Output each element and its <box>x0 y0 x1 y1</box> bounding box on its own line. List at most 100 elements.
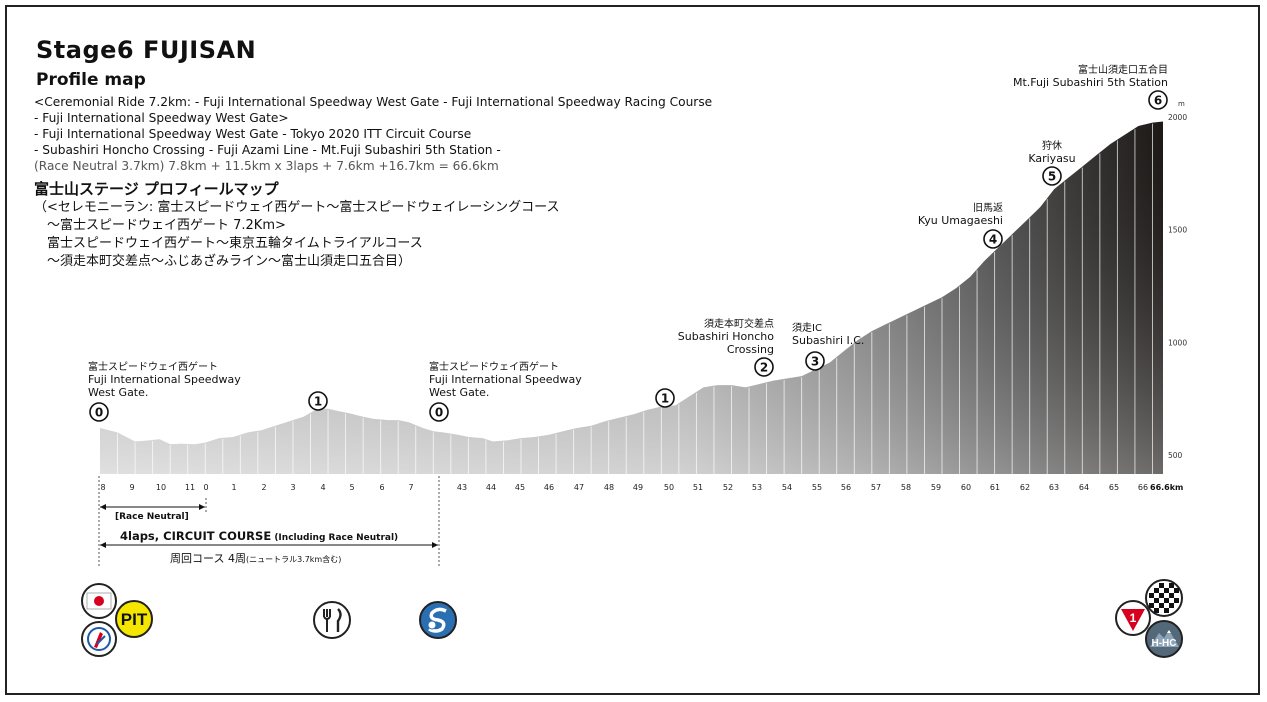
x-tick-label: 54 <box>782 483 792 492</box>
waypoint-0-number: 0 <box>95 406 103 420</box>
waypoint-6-marker <box>1148 90 1168 110</box>
waypoint-5-marker <box>1042 166 1062 186</box>
x-tick-label: 57 <box>871 483 881 492</box>
waypoint-4-marker <box>983 229 1003 249</box>
feed-zone-icon <box>313 601 351 639</box>
y-tick-label: 1000 <box>1168 338 1187 347</box>
waypoint-1-marker <box>308 391 328 411</box>
waypoint-4-label-jp: 旧馬返 <box>973 202 1003 214</box>
waypoint-1-number: 1 <box>314 395 322 409</box>
x-tick-label: 51 <box>693 483 703 492</box>
circuit-arrow-head <box>100 542 106 548</box>
waypoint-3-label-en: Subashiri I.C. <box>792 334 864 347</box>
route-line-en: <Ceremonial Ride 7.2km: - Fuji Internati… <box>34 95 713 109</box>
waypoint-1b-number: 1 <box>661 392 669 406</box>
waypoint-0-label-en: West Gate. <box>88 386 148 399</box>
waypoint-6-label-jp: 富士山須走口五合目 <box>1078 63 1168 76</box>
x-tick-label: 5 <box>349 483 354 492</box>
route-line-jp: 〜須走本町交差点〜ふじあざみライン〜富士山須走口五合目） <box>34 254 412 269</box>
x-tick-label: 10 <box>156 483 166 492</box>
route-description-en: <Ceremonial Ride 7.2km: - Fuji Internati… <box>34 94 712 174</box>
pit-icon: PIT <box>115 600 153 638</box>
category-climb-icon: 1 <box>1115 600 1151 636</box>
time-trial-start-icon <box>419 601 457 639</box>
circuit-label-note: (Including Race Neutral) <box>271 533 398 543</box>
x-tick-label: 60 <box>961 483 971 492</box>
route-heading-jp: 富士山ステージ プロフィールマップ <box>34 180 279 198</box>
route-line-en: - Subashiri Honcho Crossing - Fuji Azami… <box>34 143 501 157</box>
waypoint-6-number: 6 <box>1154 94 1162 108</box>
race-neutral-label: [Race Neutral] <box>115 512 189 522</box>
waypoint-0b-number: 0 <box>435 406 443 420</box>
waypoint-0-marker <box>89 402 109 422</box>
circuit-label: 4laps, CIRCUIT COURSE (Including Race Ne… <box>120 529 398 543</box>
route-description-jp: 富士山ステージ プロフィールマップ （<セレモニーラン: 富士スピードウェイ西ゲ… <box>34 179 560 271</box>
circuit-label-main: 4laps, CIRCUIT COURSE <box>120 529 271 543</box>
x-tick-label: 47 <box>574 483 584 492</box>
waypoint-0b-label-en: West Gate. <box>429 386 489 399</box>
page-subtitle: Profile map <box>36 70 146 90</box>
neutral-distance: (Race Neutral 3.7km) <box>34 159 165 173</box>
x-tick-label: 64 <box>1079 483 1089 492</box>
x-tick-label: 9 <box>129 483 134 492</box>
circuit-arrow-head <box>432 542 438 548</box>
x-tick-label: 52 <box>723 483 733 492</box>
waypoint-0-label-jp: 富士スピードウェイ西ゲート <box>88 360 218 373</box>
waypoint-4-label-en: Kyu Umagaeshi <box>918 214 1003 227</box>
hors-category-icon: H-HC <box>1145 620 1183 658</box>
x-tick-label: 8 <box>100 483 105 492</box>
page-title: Stage6 FUJISAN <box>36 36 257 64</box>
x-tick-label: 1 <box>231 483 236 492</box>
waypoint-0b-label-en: Fuji International Speedway <box>429 373 582 386</box>
x-tick-label: 43 <box>457 483 467 492</box>
map-frame <box>5 5 1260 695</box>
waypoint-4-number: 4 <box>989 233 997 247</box>
waypoint-2-label-en: Crossing <box>727 343 774 356</box>
x-tick-label: 48 <box>604 483 614 492</box>
y-axis-unit: m <box>1178 100 1185 108</box>
circuit-label-jp: 周回コース 4周(ニュートラル3.7km含む) <box>170 552 341 565</box>
waypoint-0b-marker <box>429 402 449 422</box>
route-line-jp: 富士スピードウェイ西ゲート〜東京五輪タイムトライアルコース <box>34 236 423 251</box>
y-axis-ticks: 500 1000 1500 2000 m <box>1168 100 1187 460</box>
x-tick-label: 61 <box>990 483 1000 492</box>
japan-flag-icon <box>81 583 117 619</box>
y-tick-label: 2000 <box>1168 113 1187 122</box>
waypoint-2-number: 2 <box>760 361 768 375</box>
x-axis-end-label: 66.6km <box>1150 483 1183 492</box>
circuit-label-jp-note: (ニュートラル3.7km含む) <box>246 554 341 564</box>
x-tick-label: 7 <box>408 483 413 492</box>
waypoint-3-label-jp: 須走IC <box>792 322 822 334</box>
waypoint-3-number: 3 <box>811 355 819 369</box>
x-tick-label: 44 <box>486 483 496 492</box>
circuit-annotations: [Race Neutral] 4laps, CIRCUIT COURSE (Inc… <box>98 476 440 568</box>
x-tick-label: 65 <box>1109 483 1119 492</box>
finish-flag-icon <box>1145 579 1183 617</box>
x-tick-label: 50 <box>664 483 674 492</box>
waypoint-0-label-en: Fuji International Speedway <box>88 373 241 386</box>
x-tick-label: 46 <box>544 483 554 492</box>
waypoint-6-label-en: Mt.Fuji Subashiri 5th Station <box>1013 76 1168 89</box>
distance-formula: 7.8km + 11.5km x 3laps + 7.6km +16.7km =… <box>164 159 499 173</box>
pit-label: PIT <box>121 610 148 629</box>
x-tick-label: 58 <box>901 483 911 492</box>
x-tick-label: 4 <box>320 483 325 492</box>
x-tick-label: 6 <box>379 483 384 492</box>
x-tick-label: 59 <box>931 483 941 492</box>
hc-label: H-HC <box>1152 638 1177 649</box>
waypoint-2-label-en: Subashiri Honcho <box>678 330 775 343</box>
waypoint-5-number: 5 <box>1048 170 1056 184</box>
y-tick-label: 500 <box>1168 451 1183 460</box>
route-formula: (Race Neutral 3.7km) 7.8km + 11.5km x 3l… <box>34 158 712 174</box>
x-tick-label: 56 <box>841 483 851 492</box>
x-tick-label: 66 <box>1138 483 1148 492</box>
neutral-arrow-head <box>100 504 106 510</box>
route-line-jp: （<セレモニーラン: 富士スピードウェイ西ゲート〜富士スピードウェイレーシングコ… <box>34 200 560 215</box>
x-tick-label: 45 <box>515 483 525 492</box>
profile-layer <box>100 121 1163 474</box>
category-label: 1 <box>1130 611 1137 625</box>
x-tick-label: 2 <box>261 483 266 492</box>
circuit-label-jp-main: 周回コース 4周 <box>170 552 246 565</box>
